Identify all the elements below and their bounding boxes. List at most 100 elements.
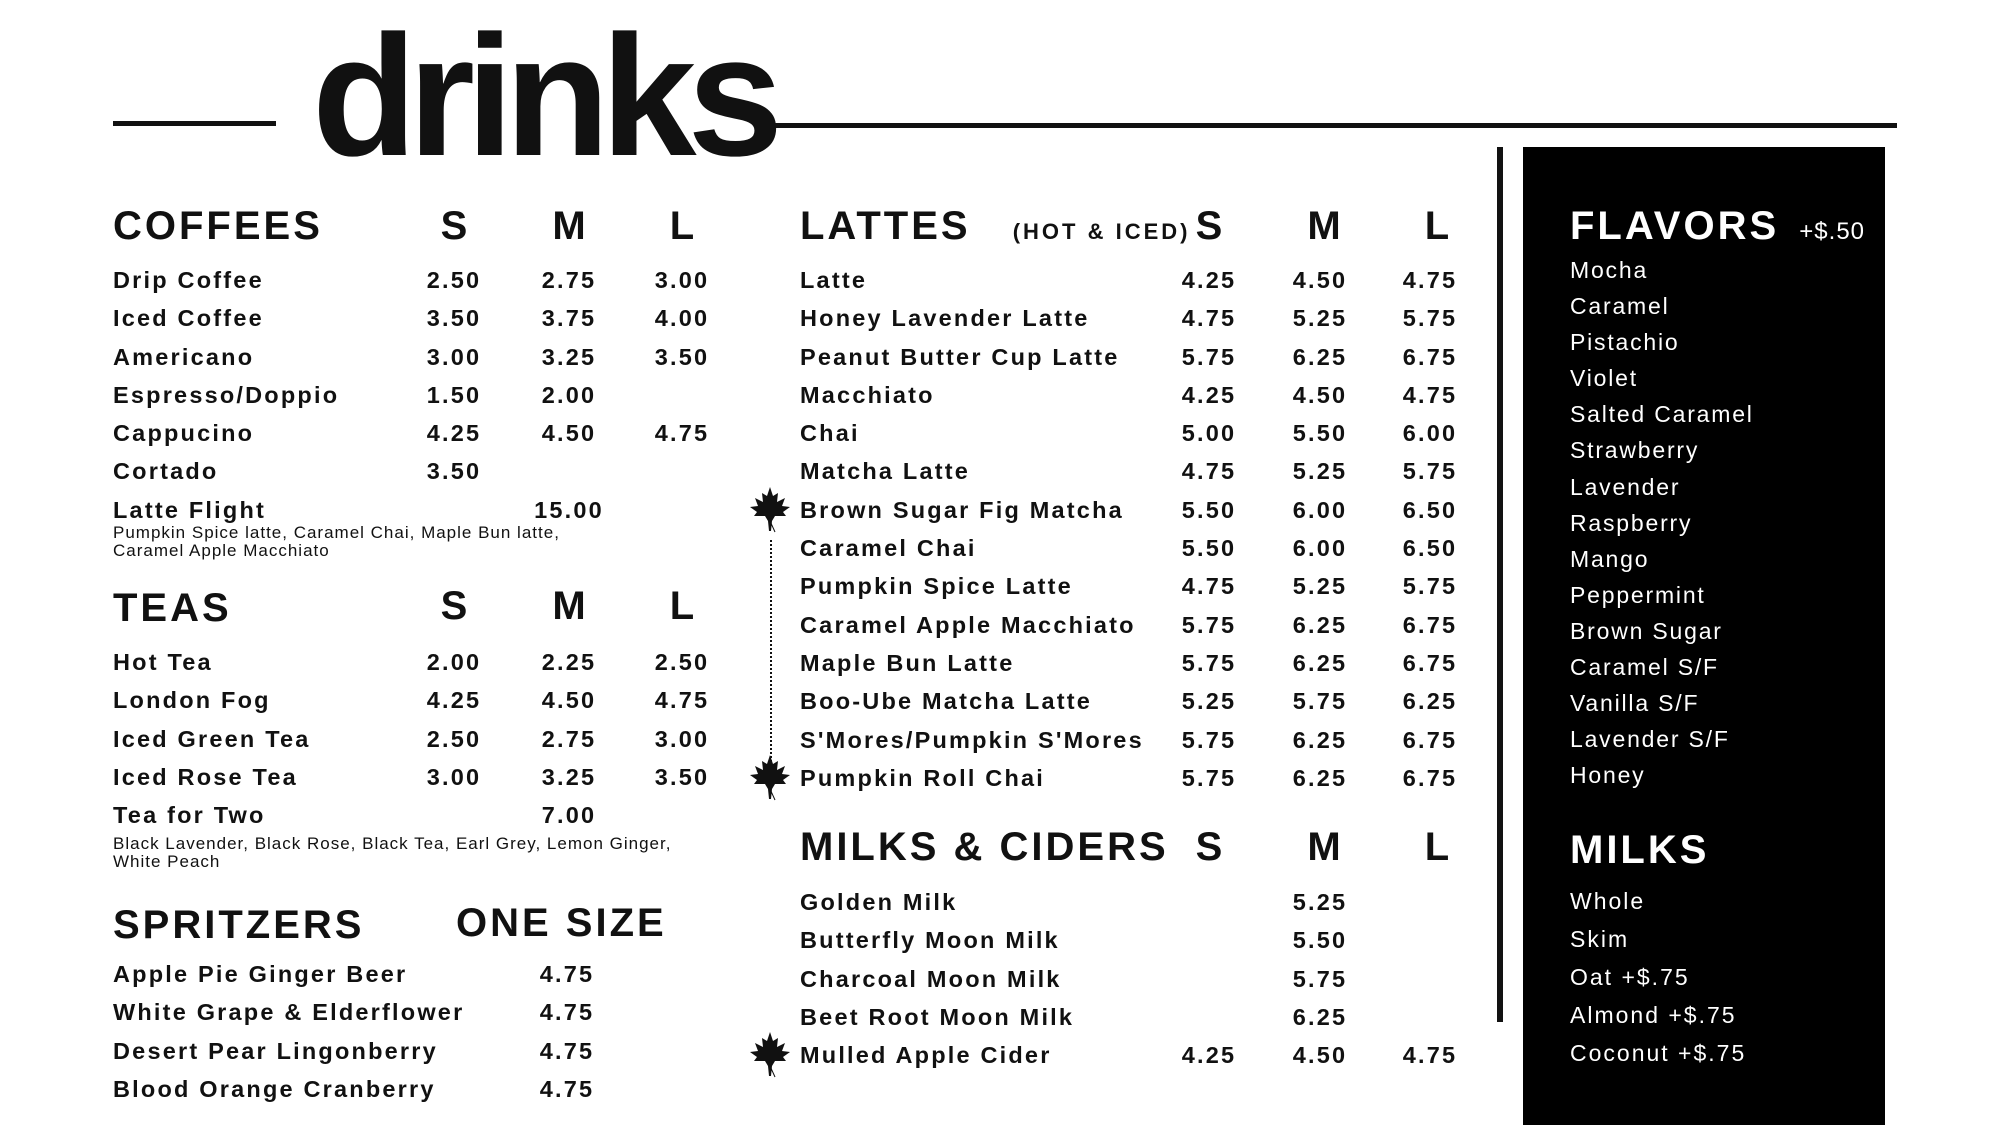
- lattes-subheading: (HOT & ICED): [1012, 219, 1191, 244]
- item-price-m: 3.75: [541, 305, 597, 332]
- lattes-heading: LATTES (HOT & ICED): [800, 202, 1190, 250]
- item-price-m: 7.00: [541, 802, 597, 829]
- item-price-m: 4.50: [1292, 267, 1348, 293]
- item-price-l: 4.75: [654, 420, 710, 447]
- item-price-m: 5.25: [1292, 458, 1348, 485]
- item-price-l: 4.75: [1402, 381, 1458, 408]
- item-name: Honey Lavender Latte: [800, 305, 1090, 332]
- flavors-milks-panel: FLAVORS +$.50 Mocha Caramel Pistachio Viole…: [1523, 147, 1885, 1125]
- flavors-list: Mocha Caramel Pistachio Violet Salted Carame…: [1570, 252, 1754, 793]
- item-name: Hot Tea: [113, 649, 213, 675]
- flavors-heading: FLAVORS +$.50: [1570, 202, 1865, 250]
- item-price-m: 5.50: [1292, 420, 1348, 447]
- milks-item: Skim: [1570, 926, 1630, 952]
- flavors-item: Mocha: [1570, 257, 1649, 283]
- item-price-m: 3.25: [541, 763, 597, 790]
- note-line: Caramel Apple Macchiato: [113, 541, 330, 560]
- item-price-m: 2.75: [541, 725, 597, 752]
- item-price-s: 2.00: [426, 649, 482, 675]
- flavors-item: Pistachio: [1570, 329, 1680, 356]
- item-price-m: 4.50: [1292, 1042, 1348, 1069]
- item-price-m: 5.50: [1292, 927, 1348, 954]
- item-name: Matcha Latte: [800, 458, 971, 485]
- seasonal-range-dotted-line: [770, 540, 772, 762]
- item-price-s: 4.75: [1181, 305, 1237, 332]
- size-s-header: S: [440, 584, 468, 628]
- item-price-s: 3.50: [426, 458, 482, 485]
- item-name: White Grape & Elderflower: [113, 999, 465, 1026]
- milks-list: Whole Skim Oat +$.75 Almond +$.75 Coconut +$…: [1570, 882, 1746, 1072]
- milks-ciders-heading: MILKS & CIDERS: [800, 825, 1169, 869]
- flavors-item: Lavender: [1570, 473, 1681, 500]
- item-price-l: 5.75: [1402, 305, 1458, 332]
- item-name: Caramel Apple Macchiato: [800, 611, 1136, 638]
- milks-item: Coconut +$.75: [1570, 1040, 1747, 1066]
- size-l-header: L: [669, 204, 695, 248]
- item-name: London Fog: [113, 687, 271, 714]
- item-price-l: 3.00: [654, 725, 710, 752]
- item-name: S'Mores/Pumpkin S'Mores: [800, 726, 1144, 753]
- item-price-m: 4.50: [541, 420, 597, 447]
- item-name: Brown Sugar Fig Matcha: [800, 496, 1124, 523]
- size-l-header: L: [1424, 825, 1450, 869]
- flavors-item: Honey: [1570, 762, 1646, 789]
- maple-leaf-icon: [748, 1030, 792, 1078]
- item-price-l: 4.75: [654, 687, 710, 714]
- item-price-m: 4.75: [539, 999, 595, 1026]
- item-price-s: 1.50: [426, 381, 482, 408]
- item-price-s: 5.75: [1181, 343, 1237, 370]
- item-name: Americano: [113, 343, 255, 370]
- item-price-s: 4.75: [1181, 458, 1237, 485]
- item-name: Charcoal Moon Milk: [800, 965, 1062, 992]
- item-price-s: 4.25: [426, 420, 482, 447]
- item-price-s: 5.75: [1181, 611, 1237, 638]
- item-name: Drip Coffee: [113, 267, 264, 293]
- item-name: Tea for Two: [113, 802, 266, 829]
- item-price-l: 6.00: [1402, 420, 1458, 447]
- flavors-item: Lavender S/F: [1570, 726, 1730, 753]
- item-price-l: 6.75: [1402, 343, 1458, 370]
- item-name: Cappucino: [113, 420, 255, 447]
- flavors-item: Brown Sugar: [1570, 617, 1723, 644]
- item-name: Iced Coffee: [113, 305, 264, 332]
- item-price-m: 4.50: [1292, 381, 1348, 408]
- item-price-m: 2.75: [541, 267, 597, 293]
- milks-item: Almond +$.75: [1570, 1002, 1737, 1028]
- item-price-s: 4.75: [1181, 573, 1237, 600]
- item-name: Iced Rose Tea: [113, 763, 298, 790]
- item-price-s: 5.25: [1181, 688, 1237, 715]
- item-price-m: 5.75: [1292, 965, 1348, 992]
- item-price-m: 4.75: [539, 961, 595, 987]
- item-price-s: 2.50: [426, 267, 482, 293]
- item-price-s: 3.00: [426, 763, 482, 790]
- teas-heading: TEAS: [113, 586, 232, 630]
- item-name: Macchiato: [800, 381, 935, 408]
- item-name: Mulled Apple Cider: [800, 1042, 1052, 1069]
- flavors-price: +$.50: [1799, 218, 1866, 245]
- size-m-header: M: [552, 204, 586, 248]
- note-line: Pumpkin Spice latte, Caramel Chai, Maple…: [113, 523, 560, 542]
- flavors-item: Caramel: [1570, 293, 1670, 320]
- spritzers-heading: SPRITZERS: [113, 903, 365, 947]
- item-price-m: 6.25: [1292, 649, 1348, 676]
- item-price-m: 6.25: [1292, 726, 1348, 753]
- item-price-s: 4.25: [426, 687, 482, 714]
- item-price-m: 3.25: [541, 343, 597, 370]
- size-m-header: M: [552, 584, 586, 628]
- item-price-m: 6.25: [1292, 611, 1348, 638]
- item-price-m: 6.25: [1292, 1003, 1348, 1030]
- item-price-l: 6.75: [1402, 726, 1458, 753]
- item-name: Latte: [800, 267, 868, 293]
- flavors-item: Salted Caramel: [1570, 401, 1754, 428]
- item-price-l: 5.75: [1402, 573, 1458, 600]
- item-price-l: 6.75: [1402, 649, 1458, 676]
- item-name: Peanut Butter Cup Latte: [800, 343, 1120, 370]
- flavors-item: Mango: [1570, 545, 1650, 572]
- item-price-l: 2.50: [654, 649, 710, 675]
- item-price-l: 3.50: [654, 343, 710, 370]
- latte-flight-note: Pumpkin Spice latte, Caramel Chai, Maple…: [113, 524, 560, 560]
- item-name: Latte Flight: [113, 496, 267, 523]
- maple-leaf-icon: [748, 485, 792, 533]
- item-price-l: 6.50: [1402, 535, 1458, 562]
- note-line: White Peach: [113, 852, 221, 871]
